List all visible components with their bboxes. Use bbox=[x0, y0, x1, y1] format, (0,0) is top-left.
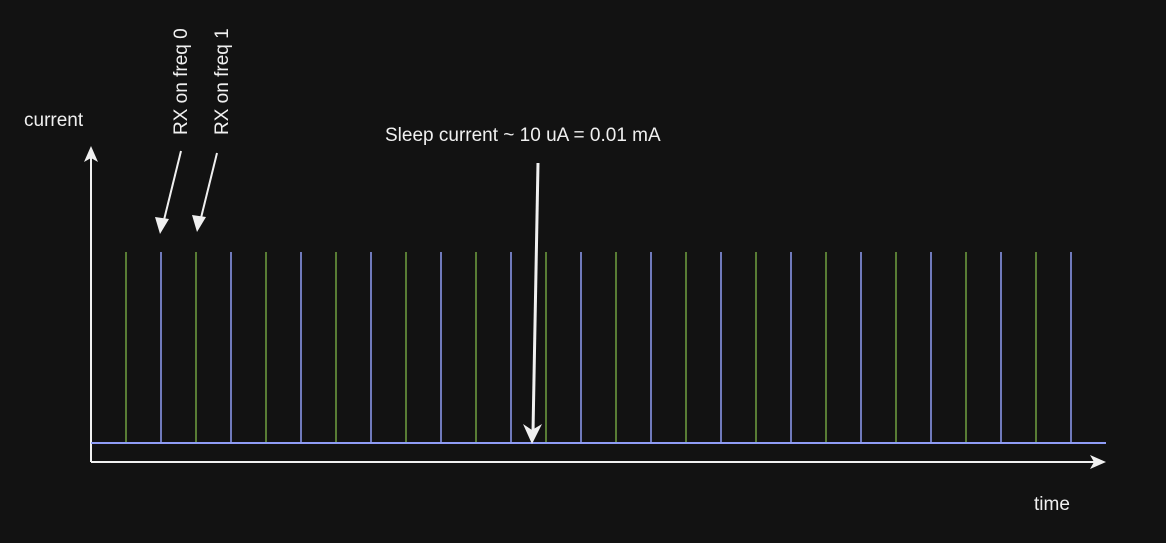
rx-pulse-train bbox=[125, 252, 1072, 443]
sleep-current-label: Sleep current ~ 10 uA = 0.01 mA bbox=[385, 125, 661, 146]
sleep-current-pointer-arrow bbox=[531, 162, 540, 433]
y-axis-arrowhead bbox=[84, 146, 98, 162]
x-axis-arrowhead bbox=[1090, 455, 1106, 469]
x-axis-label: time bbox=[1034, 494, 1070, 515]
rx-freq1-pointer-arrow bbox=[198, 152, 218, 227]
sleep-current-arrowhead bbox=[523, 424, 542, 444]
rx-freq1-arrowhead bbox=[192, 215, 206, 232]
rx-freq0-arrowhead bbox=[155, 217, 169, 234]
rx-freq1-label: RX on freq 1 bbox=[212, 28, 233, 135]
y-axis-label: current bbox=[24, 110, 84, 131]
rx-freq0-pointer-arrow bbox=[161, 150, 182, 229]
rx-freq0-label: RX on freq 0 bbox=[171, 28, 192, 135]
